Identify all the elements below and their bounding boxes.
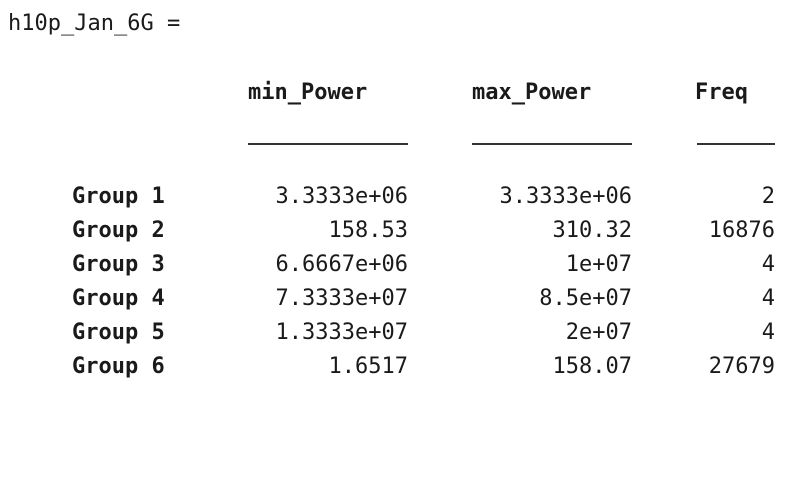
table-body: Group 1 3.3333e+06 3.3333e+06 2 Group 2 … [0, 180, 802, 384]
header-underline-max-power [472, 143, 632, 145]
column-header-max-power: max_Power [472, 80, 592, 105]
max-power-cell: 3.3333e+06 [499, 184, 632, 209]
table-row: Group 5 1.3333e+07 2e+07 4 [0, 316, 802, 350]
header-underline-min-power [248, 143, 408, 145]
freq-cell: 16876 [708, 218, 775, 243]
min-power-cell: 3.3333e+06 [275, 184, 408, 209]
table-row: Group 3 6.6667e+06 1e+07 4 [0, 248, 802, 282]
freq-cell: 27679 [708, 354, 775, 379]
table-row: Group 1 3.3333e+06 3.3333e+06 2 [0, 180, 802, 214]
table-row: Group 6 1.6517 158.07 27679 [0, 350, 802, 384]
column-header-min-power: min_Power [248, 80, 368, 105]
table-row: Group 2 158.53 310.32 16876 [0, 214, 802, 248]
column-header-freq: Freq [695, 80, 748, 105]
max-power-cell: 2e+07 [565, 320, 632, 345]
row-label: Group 2 [72, 218, 165, 243]
row-label: Group 5 [72, 320, 165, 345]
min-power-cell: 1.6517 [328, 354, 408, 379]
min-power-cell: 1.3333e+07 [275, 320, 408, 345]
max-power-cell: 8.5e+07 [539, 286, 632, 311]
freq-cell: 4 [761, 286, 775, 311]
table-row: Group 4 7.3333e+07 8.5e+07 4 [0, 282, 802, 316]
max-power-cell: 1e+07 [565, 252, 632, 277]
freq-cell: 4 [761, 252, 775, 277]
max-power-cell: 310.32 [552, 218, 632, 243]
row-label: Group 6 [72, 354, 165, 379]
row-label: Group 1 [72, 184, 165, 209]
row-label: Group 4 [72, 286, 165, 311]
max-power-cell: 158.07 [552, 354, 632, 379]
min-power-cell: 158.53 [328, 218, 408, 243]
header-underline-freq [697, 143, 775, 145]
freq-cell: 2 [761, 184, 775, 209]
freq-cell: 4 [761, 320, 775, 345]
min-power-cell: 7.3333e+07 [275, 286, 408, 311]
command-output: h10p_Jan_6G = min_Power max_Power Freq G… [0, 11, 802, 384]
variable-name-line: h10p_Jan_6G = [8, 11, 181, 36]
row-label: Group 3 [72, 252, 165, 277]
min-power-cell: 6.6667e+06 [275, 252, 408, 277]
